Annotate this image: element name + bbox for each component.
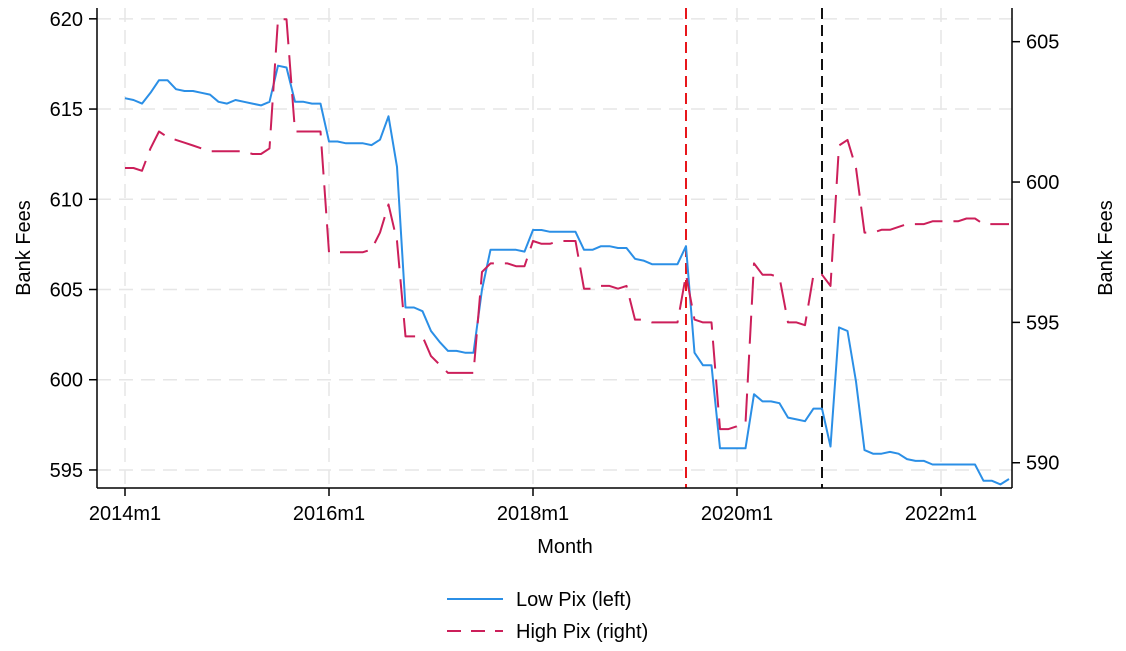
event-lines — [685, 8, 823, 488]
y-left-tick-label: 615 — [50, 99, 83, 121]
y-left-tick-label: 605 — [50, 280, 83, 302]
legend-item-high-pix: High Pix (right) — [447, 621, 648, 643]
series-line-low-pix — [124, 64, 1010, 486]
legend-label-high-pix: High Pix (right) — [516, 621, 648, 643]
x-tick-label: 2020m1 — [701, 503, 773, 525]
series-lines — [124, 18, 1010, 486]
axes: 595 600 605 610 615 620 590 595 600 605 2014m1 2016… — [50, 8, 1059, 525]
y-left-tick-label: 610 — [50, 189, 83, 211]
y-right-tick-label: 600 — [1026, 172, 1059, 194]
legend: Low Pix (left) High Pix (right) — [447, 589, 648, 643]
x-tick-label: 2022m1 — [905, 503, 977, 525]
x-axis-label: Month — [537, 536, 593, 558]
series-line-high-pix — [125, 18, 1009, 431]
y-right-tick-label: 605 — [1026, 32, 1059, 54]
x-tick-label: 2014m1 — [89, 503, 161, 525]
grid-lines — [97, 8, 1012, 488]
legend-label-low-pix: Low Pix (left) — [516, 589, 632, 611]
legend-item-low-pix: Low Pix (left) — [447, 589, 632, 611]
x-tick-label: 2016m1 — [293, 503, 365, 525]
y-left-tick-label: 595 — [50, 460, 83, 482]
y-axis-label-left: Bank Fees — [13, 200, 35, 296]
y-axis-label-right: Bank Fees — [1095, 200, 1117, 296]
y-right-tick-label: 595 — [1026, 312, 1059, 334]
x-tick-label: 2018m1 — [497, 503, 569, 525]
y-right-tick-label: 590 — [1026, 453, 1059, 475]
y-left-tick-label: 600 — [50, 370, 83, 392]
y-left-tick-label: 620 — [50, 9, 83, 31]
